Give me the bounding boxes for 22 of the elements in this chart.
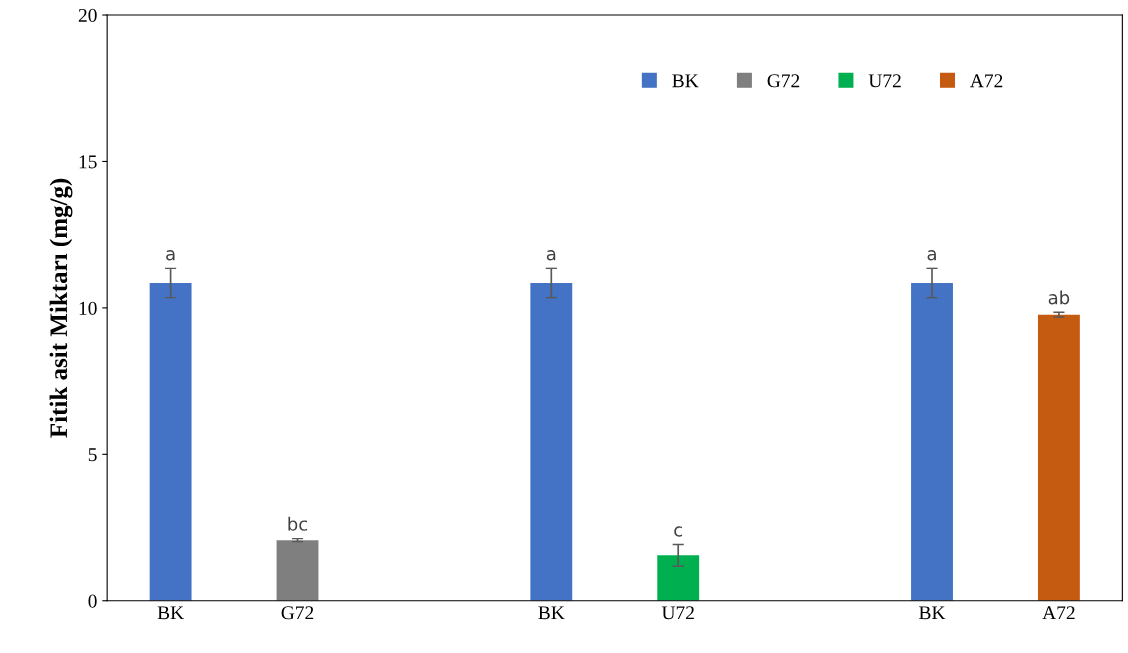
- x-tick-label: G72: [281, 606, 314, 620]
- data-label: bc: [288, 516, 308, 531]
- x-tick-label: BK: [157, 606, 184, 620]
- legend-label: BK: [672, 74, 699, 88]
- y-tick-label: 15: [79, 155, 97, 169]
- y-tick-label: 20: [78, 8, 97, 22]
- legend-label: G72: [767, 74, 800, 88]
- data-label: c: [674, 526, 683, 537]
- data-label: a: [927, 250, 936, 261]
- data-label: a: [546, 250, 556, 261]
- data-label: a: [166, 250, 175, 261]
- x-tick-label: A72: [1042, 606, 1075, 620]
- y-tick-label: 5: [88, 448, 97, 462]
- x-tick-label: BK: [538, 606, 565, 620]
- legend-label: A72: [970, 74, 1003, 88]
- legend-label: U72: [868, 74, 901, 88]
- x-tick-label: U72: [661, 606, 694, 620]
- y-tick-label: 10: [79, 301, 97, 315]
- y-tick-label: 0: [88, 594, 97, 608]
- data-label: ab: [1048, 290, 1070, 305]
- x-tick-label: BK: [919, 606, 946, 620]
- y-axis-title: Fitik asit Miktarı (mg/g): [49, 178, 73, 438]
